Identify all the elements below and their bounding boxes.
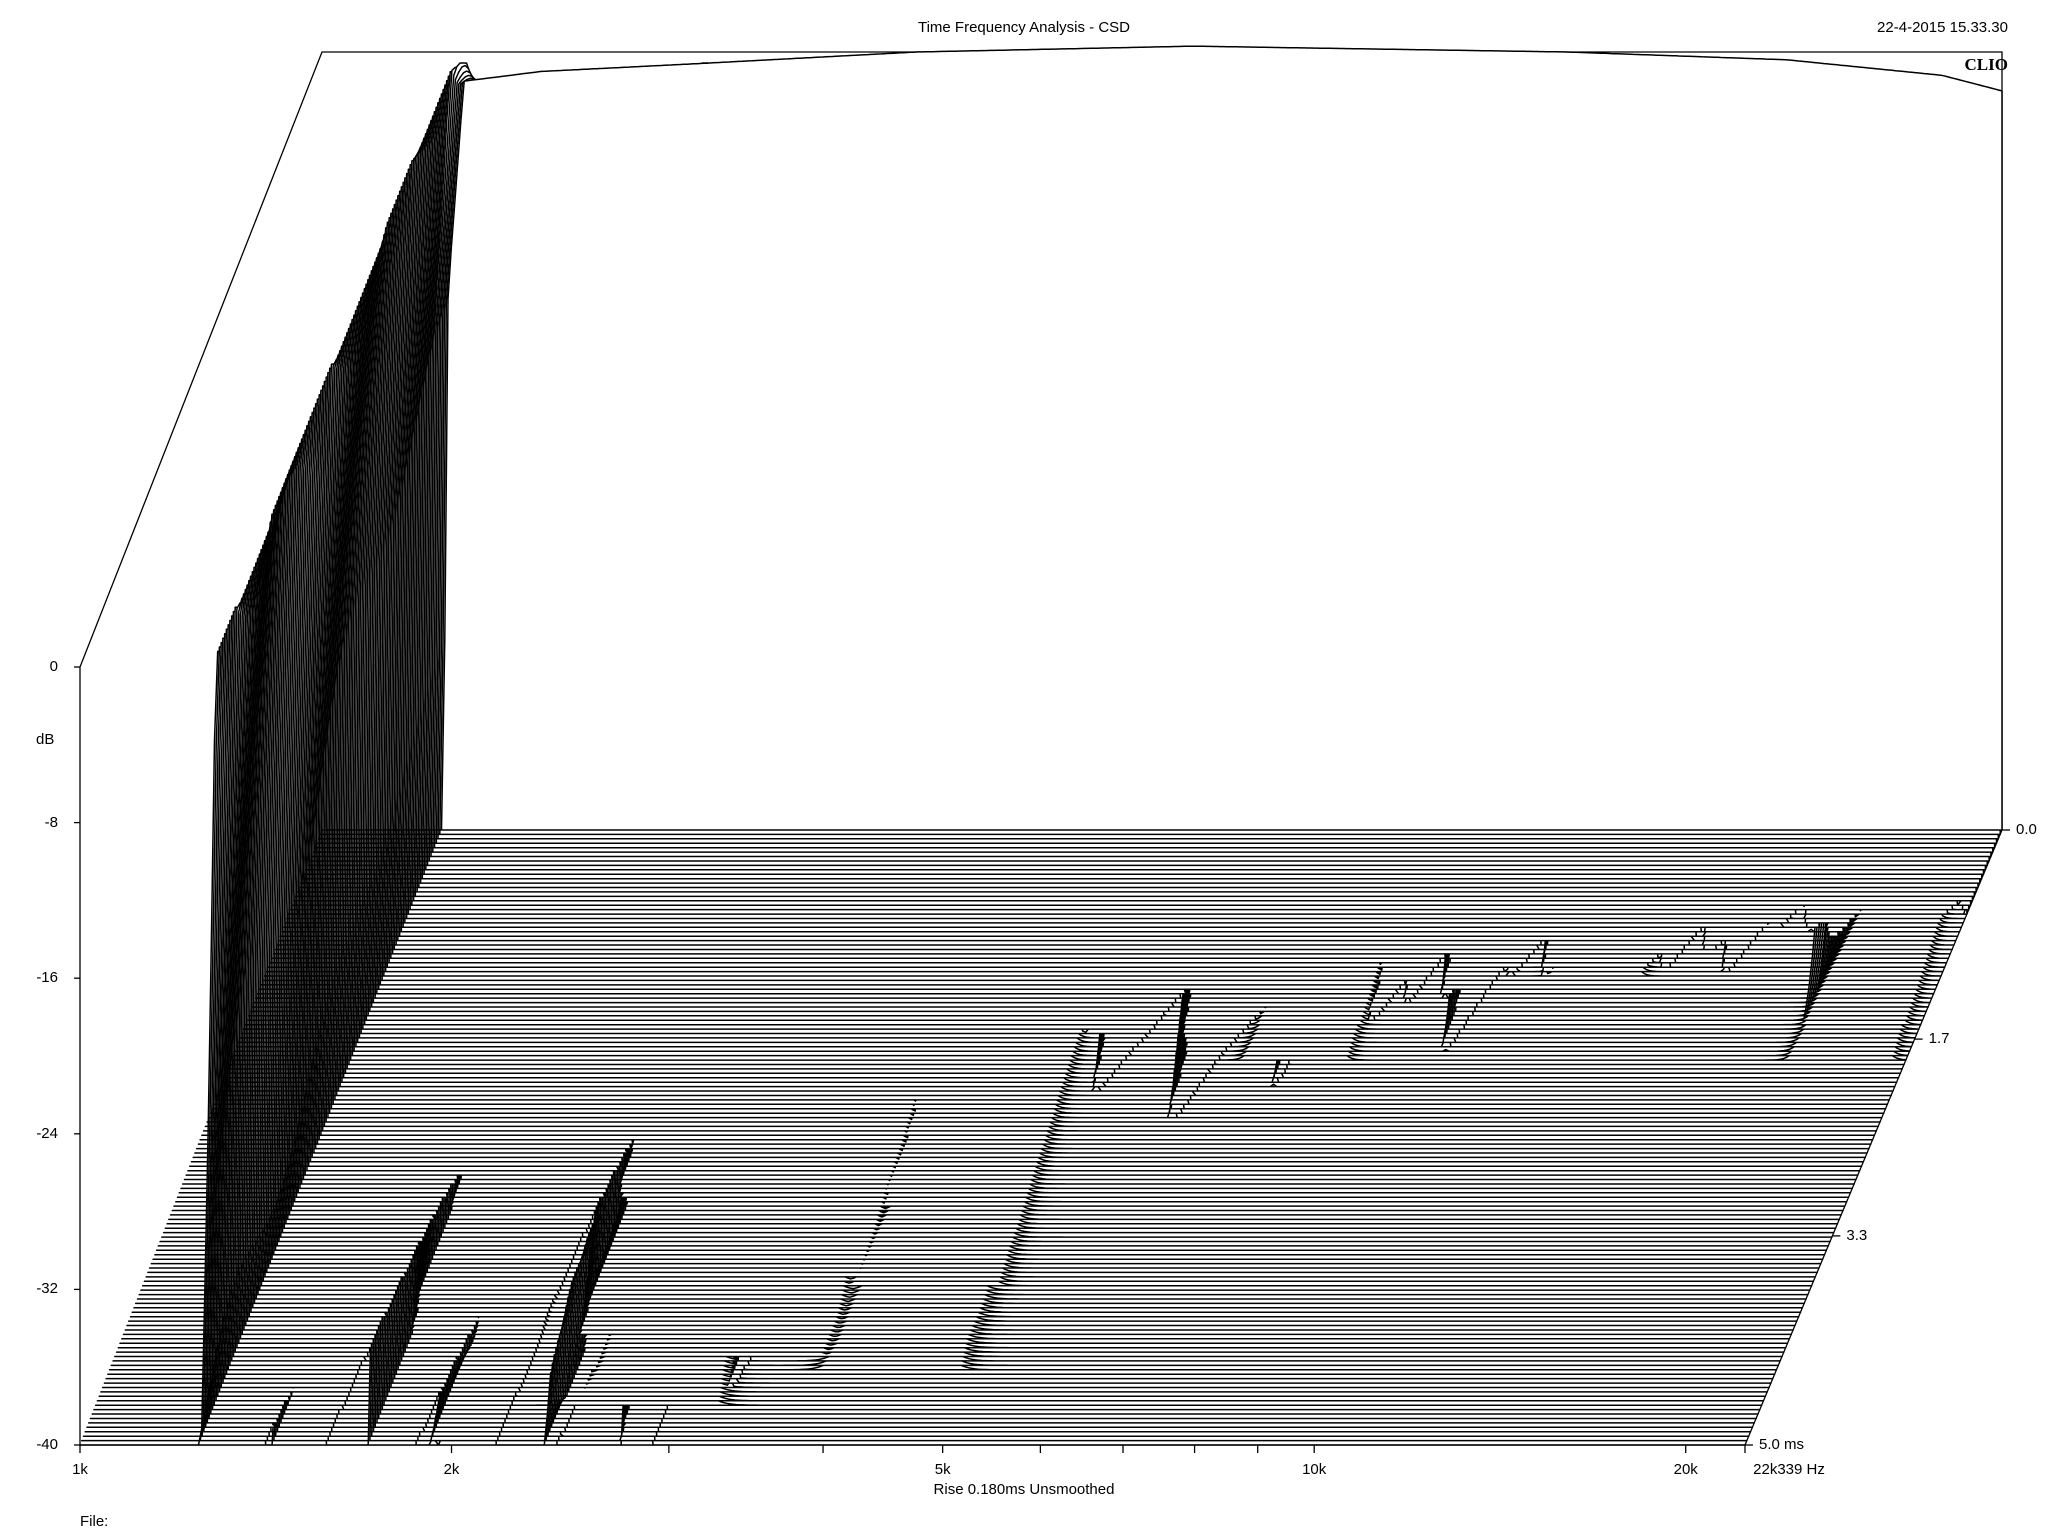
axis-ticks [74, 666, 2010, 1453]
y-tick-label: -8 [44, 813, 58, 831]
x-tick-label: 22k339 Hz [1753, 1461, 1825, 1478]
y-axis-label: dB [36, 731, 55, 748]
x-axis-label: Rise 0.180ms Unsmoothed [933, 1481, 1115, 1498]
x-tick-label: 5k [934, 1461, 951, 1478]
y-tick-label: -32 [36, 1280, 58, 1298]
x-tick-label: 10k [1302, 1461, 1327, 1478]
x-tick-label: 2k [443, 1461, 460, 1478]
z-tick-label: 5.0 ms [1759, 1436, 1805, 1453]
file-label: File: [80, 1513, 109, 1530]
y-tick-label: -24 [36, 1124, 58, 1142]
chart-title: Time Frequency Analysis - CSD [917, 19, 1130, 36]
x-tick-label: 1k [72, 1461, 88, 1478]
y-tick-label: -16 [36, 969, 58, 987]
x-tick-label: 20k [1673, 1461, 1698, 1478]
timestamp: 22-4-2015 15.33.30 [1877, 19, 2008, 36]
clio-brand-label: CLIO [1964, 55, 2008, 74]
z-tick-label: 0.0 [2016, 821, 2037, 838]
y-tick-label: -40 [36, 1436, 58, 1453]
waterfall-slices [79, 45, 2003, 1446]
y-tick-label: 0 [49, 658, 58, 675]
z-tick-label: 1.7 [1928, 1030, 1950, 1048]
z-tick-label: 3.3 [1846, 1226, 1868, 1244]
csd-slice [321, 45, 2003, 831]
